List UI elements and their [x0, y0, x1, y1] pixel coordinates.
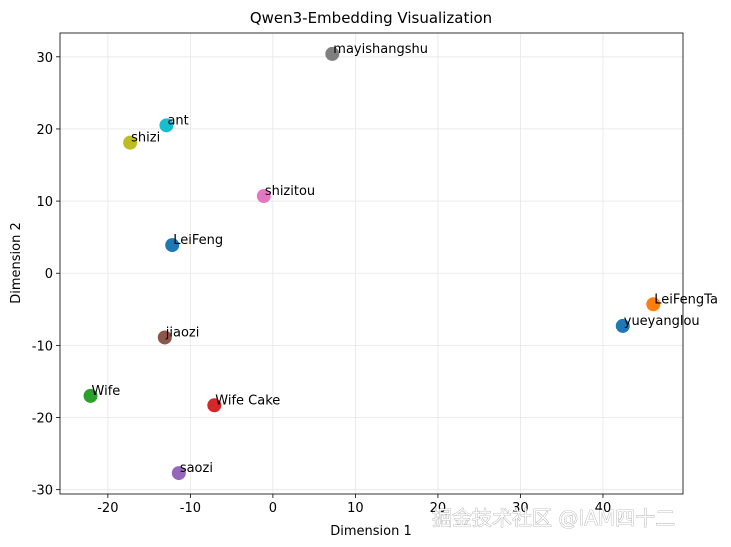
point-label: jiaozi: [165, 325, 200, 340]
point: [207, 398, 222, 413]
point-label: ant: [167, 113, 188, 128]
y-tick-label: -20: [32, 412, 53, 427]
x-axis-label: Dimension 1: [330, 524, 412, 539]
point-label: LeiFeng: [173, 233, 223, 248]
watermark: 掘金技术社区 @IAM四十二: [432, 506, 675, 530]
point: [83, 388, 98, 403]
point: [159, 118, 174, 133]
y-tick-label: 30: [36, 51, 53, 66]
x-tick-label: 20: [430, 501, 447, 516]
point: [165, 238, 180, 253]
y-tick-label: 0: [45, 267, 53, 282]
point-label: shizitou: [265, 184, 315, 199]
y-tick-label: 20: [36, 123, 53, 138]
x-tick-label: 10: [347, 501, 364, 516]
y-tick-label: -30: [32, 484, 53, 499]
x-tick-label: 40: [595, 501, 612, 516]
point-label: Wife: [92, 384, 121, 399]
point-label: saozi: [180, 461, 213, 476]
x-tick-label: 30: [512, 501, 529, 516]
y-tick-label: -10: [32, 339, 53, 354]
point-label: yueyanglou: [624, 314, 700, 329]
point: [646, 297, 661, 312]
point: [123, 135, 138, 150]
point: [325, 46, 340, 61]
point: [615, 318, 630, 333]
y-axis-label: Dimension 2: [9, 222, 24, 304]
chart-title: Qwen3-Embedding Visualization: [250, 9, 492, 27]
point-label: shizi: [131, 131, 160, 146]
x-tick-label: -20: [97, 501, 118, 516]
x-tick-label: -10: [180, 501, 201, 516]
point-label: mayishangshu: [333, 42, 428, 57]
point-label: Wife Cake: [215, 393, 280, 408]
point-label: LeiFengTa: [654, 292, 718, 307]
point: [157, 330, 172, 345]
point: [171, 466, 186, 481]
x-tick-label: 0: [269, 501, 277, 516]
point: [256, 189, 271, 204]
y-tick-label: 10: [36, 195, 53, 210]
plot-frame: [59, 32, 684, 495]
